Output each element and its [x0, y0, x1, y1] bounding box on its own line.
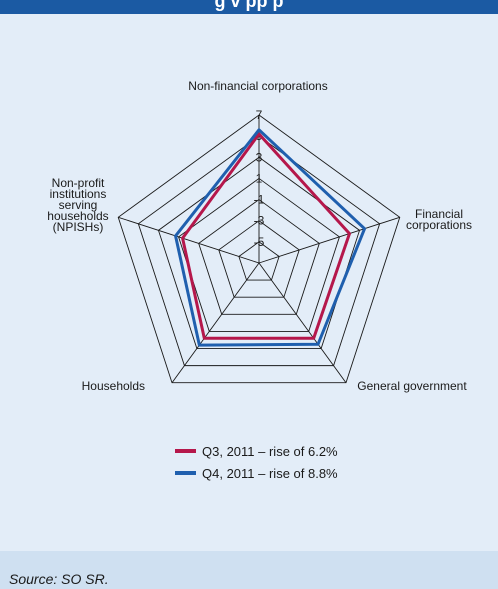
category-label: Non-financial corporations: [188, 79, 327, 93]
title-bar: g v pp p: [0, 0, 498, 14]
legend-label: Q3, 2011 – rise of 6.2%: [202, 444, 338, 459]
r-tick-label: -3: [254, 214, 265, 228]
chart-title: g v pp p: [0, 0, 498, 12]
r-tick-label: 3: [256, 150, 263, 164]
r-tick-label: 7: [256, 108, 263, 122]
series-line: [183, 134, 350, 338]
chart-area: -5 -3 -1 1 3 5 7 Non-financial corporations Fina…: [0, 14, 498, 544]
r-tick-label: -1: [254, 193, 265, 207]
category-label: Households: [82, 379, 145, 393]
r-tick-label: 1: [256, 171, 263, 185]
category-label: Non-profit institutions serving households(…: [47, 176, 108, 234]
grid-spoke: [259, 217, 400, 263]
category-label: Financial corporations: [406, 207, 472, 232]
source-bar: Source: SO SR.: [0, 551, 498, 589]
source-note: Source: SO SR.: [9, 571, 109, 587]
r-tick-label: -5: [254, 235, 265, 249]
grid-spoke: [118, 217, 259, 263]
category-label: General government: [357, 379, 467, 393]
legend-label: Q4, 2011 – rise of 8.8%: [202, 466, 338, 481]
